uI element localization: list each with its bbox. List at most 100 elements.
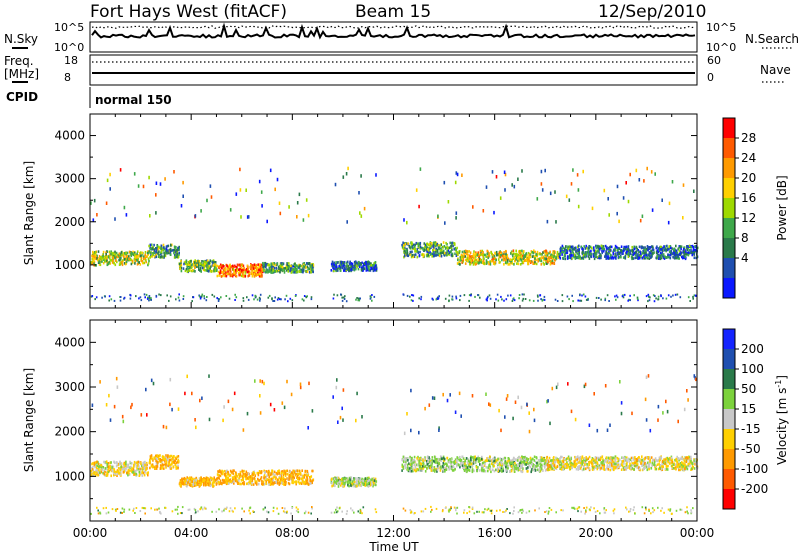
scatter-cell <box>142 474 144 477</box>
scatter-cell <box>181 482 183 485</box>
scatter-cell <box>656 255 658 258</box>
scatter-cell <box>233 268 235 271</box>
scatter-cell <box>167 455 169 458</box>
scatter-cell <box>157 461 159 464</box>
scatter-cell <box>183 298 185 300</box>
scatter-cell <box>271 263 273 266</box>
scatter-cell <box>340 294 342 296</box>
scatter-cell <box>179 300 181 302</box>
scatter-cell <box>638 257 640 260</box>
scatter-cell <box>642 215 644 219</box>
scatter-cell <box>660 258 662 261</box>
scatter-cell <box>609 249 611 252</box>
y-tick-label: 2000 <box>54 215 85 229</box>
scatter-cell <box>205 481 207 484</box>
scatter-cell <box>160 247 162 250</box>
scatter-cell <box>193 296 195 298</box>
scatter-cell <box>541 170 543 174</box>
scatter-cell <box>214 296 216 298</box>
scatter-cell <box>103 251 105 254</box>
scatter-cell <box>145 259 147 262</box>
scatter-cell <box>484 254 486 257</box>
scatter-cell <box>301 482 303 485</box>
scatter-cell <box>468 300 470 302</box>
scatter-cell <box>95 251 97 254</box>
scatter-cell <box>203 482 205 485</box>
scatter-cell <box>144 254 146 257</box>
scatter-cell <box>583 254 585 257</box>
scatter-cell <box>452 296 454 298</box>
scatter-cell <box>201 296 203 298</box>
scatter-cell <box>123 420 125 424</box>
scatter-cell <box>616 212 618 216</box>
scatter-cell <box>296 507 298 509</box>
scatter-cell <box>265 271 267 274</box>
scatter-cell <box>407 252 409 255</box>
scatter-cell <box>404 250 406 253</box>
scatter-cell <box>224 474 226 477</box>
scatter-cell <box>469 263 471 266</box>
scatter-cell <box>310 482 312 485</box>
scatter-cell <box>507 295 509 297</box>
scatter-cell <box>342 261 344 264</box>
scatter-cell <box>451 242 453 245</box>
scatter-cell <box>505 261 507 264</box>
scatter-cell <box>660 248 662 251</box>
scatter-cell <box>305 470 307 473</box>
scatter-cell <box>403 247 405 250</box>
scatter-cell <box>411 299 413 301</box>
scatter-cell <box>457 173 459 177</box>
scatter-cell <box>257 263 259 266</box>
scatter-cell <box>331 482 333 485</box>
scatter-cell <box>517 457 519 460</box>
scatter-cell <box>642 257 644 260</box>
scatter-cell <box>204 261 206 264</box>
scatter-cell <box>501 259 503 262</box>
scatter-cell <box>304 512 306 514</box>
scatter-cell <box>148 260 150 263</box>
scatter-cell <box>335 266 337 269</box>
scatter-cell <box>340 416 342 420</box>
scatter-cell <box>487 250 489 253</box>
scatter-cell <box>350 507 352 509</box>
scatter-cell <box>418 242 420 245</box>
scatter-cell <box>212 478 214 481</box>
scatter-cell <box>283 510 285 512</box>
scatter-cell <box>92 404 94 408</box>
scatter-cell <box>106 403 108 407</box>
scatter-cell <box>358 298 360 300</box>
scatter-cell <box>300 265 302 268</box>
scatter-cell <box>664 249 666 252</box>
scatter-cell <box>256 274 258 277</box>
scatter-cell <box>359 211 361 215</box>
scatter-cell <box>362 480 364 483</box>
scatter-cell <box>312 470 314 473</box>
scatter-cell <box>632 257 634 260</box>
scatter-cell <box>172 510 174 512</box>
scatter-cell <box>564 250 566 253</box>
scatter-cell <box>137 464 139 467</box>
scatter-cell <box>375 508 377 510</box>
scatter-cell <box>253 270 255 273</box>
scatter-cell <box>597 245 599 248</box>
scatter-cell <box>483 254 485 257</box>
scatter-cell <box>640 219 642 223</box>
scatter-cell <box>120 168 122 172</box>
scatter-cell <box>245 478 247 481</box>
scatter-cell <box>689 300 691 302</box>
scatter-cell <box>150 252 152 255</box>
scatter-cell <box>280 212 282 216</box>
scatter-cell <box>175 509 177 511</box>
scatter-cell <box>407 295 409 297</box>
scatter-cell <box>450 250 452 253</box>
scatter-cell <box>335 183 337 187</box>
scatter-cell <box>297 478 299 481</box>
scatter-cell <box>310 513 312 515</box>
scatter-cell <box>186 375 188 379</box>
scatter-cell <box>356 485 358 488</box>
scatter-cell <box>459 263 461 266</box>
scatter-cell <box>218 298 220 300</box>
scatter-cell <box>143 185 145 189</box>
scatter-cell <box>287 473 289 476</box>
freq-panel-frame <box>90 55 697 85</box>
